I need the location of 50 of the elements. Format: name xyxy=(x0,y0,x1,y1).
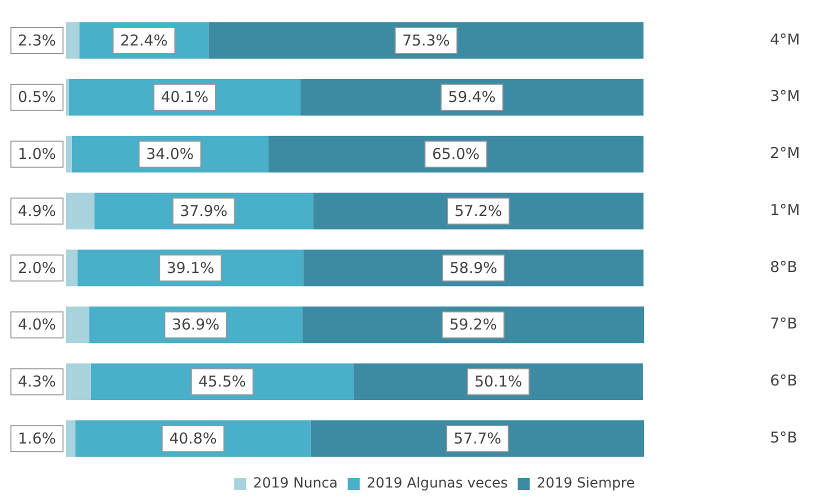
legend-label: 2019 Siempre xyxy=(536,476,635,492)
data-label: 1.6% xyxy=(18,429,56,448)
data-label: 59.4% xyxy=(448,88,496,106)
data-label: 37.9% xyxy=(180,202,228,220)
bar xyxy=(66,363,91,400)
data-label: 1.0% xyxy=(18,145,56,164)
data-label: 40.1% xyxy=(160,88,209,106)
y-tick-label: 2°M xyxy=(770,144,800,162)
data-label: 2.0% xyxy=(18,258,56,277)
data-label: 4.3% xyxy=(18,372,56,391)
bar xyxy=(66,420,76,457)
y-tick-label: 3°M xyxy=(770,87,800,106)
bar xyxy=(66,136,72,172)
y-tick-label: 7°B xyxy=(770,314,798,333)
bar xyxy=(313,192,644,230)
y-tick-label: 4°M xyxy=(770,30,800,48)
y-tick-label: 8°B xyxy=(770,258,798,276)
legend-label: 2019 Nunca xyxy=(253,476,338,492)
y-tick-label: 6°B xyxy=(770,372,798,390)
data-label: 2.3% xyxy=(18,31,56,50)
data-label: 57.7% xyxy=(454,429,502,448)
bar xyxy=(66,79,69,116)
data-label: 58.9% xyxy=(450,258,498,277)
legend-label: 2019 Algunas veces xyxy=(366,476,508,492)
data-label: 50.1% xyxy=(474,372,522,391)
bar xyxy=(66,250,78,286)
data-label: 34.0% xyxy=(146,145,194,164)
data-label: 57.2% xyxy=(454,202,502,220)
data-label: 65.0% xyxy=(432,145,480,164)
data-label: 75.3% xyxy=(402,31,450,50)
data-label: 22.4% xyxy=(120,31,168,50)
bar xyxy=(208,22,644,59)
data-label: 45.5% xyxy=(198,372,246,391)
bar xyxy=(310,420,644,457)
bar xyxy=(66,22,80,59)
bar xyxy=(268,136,644,172)
y-tick-label: 1°M xyxy=(770,200,800,219)
y-tick-label: 5°B xyxy=(770,428,798,446)
bar xyxy=(302,306,644,344)
bar xyxy=(303,250,644,286)
data-label: 4.0% xyxy=(18,316,56,334)
data-label: 36.9% xyxy=(172,316,220,334)
data-label: 0.5% xyxy=(18,88,56,106)
bar xyxy=(300,79,644,116)
data-label: 4.9% xyxy=(18,202,56,220)
data-label: 59.2% xyxy=(449,316,497,334)
bar xyxy=(66,192,94,230)
data-label: 40.8% xyxy=(169,429,217,448)
bar xyxy=(66,306,90,344)
data-label: 39.1% xyxy=(166,258,214,277)
